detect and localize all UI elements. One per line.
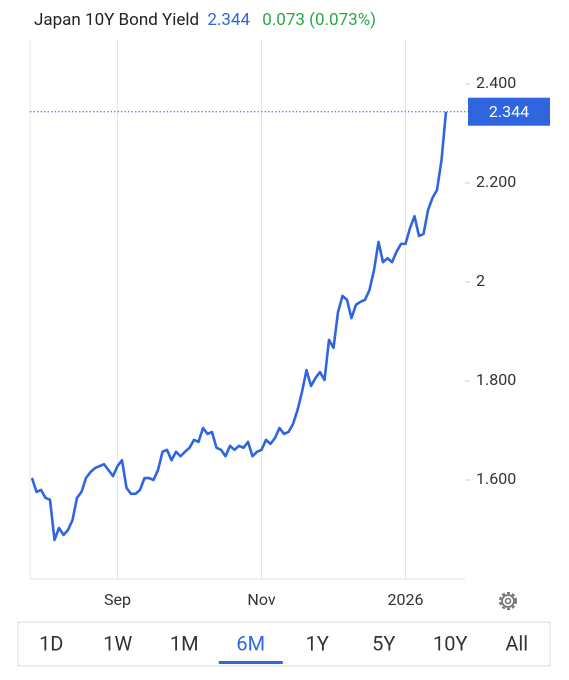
header: Japan 10Y Bond Yield 2.344 0.073 (0.073%… <box>34 10 376 30</box>
gear-ring <box>501 594 515 608</box>
settings-icon[interactable] <box>498 591 518 611</box>
y-tick-label: 2.400 <box>476 73 516 92</box>
y-tick-label: 2 <box>476 271 485 290</box>
price-line <box>30 111 448 542</box>
range-tab[interactable]: 10Y <box>433 631 468 655</box>
price: 2.344 <box>207 10 251 30</box>
range-tab[interactable]: 1W <box>103 631 132 655</box>
range-tab[interactable]: All <box>505 631 528 655</box>
x-tick-label: Sep <box>104 590 131 609</box>
range-tabs <box>17 621 551 667</box>
price-change: 0.073 (0.073%) <box>262 10 377 30</box>
last-value-label: 2.344 <box>489 102 529 121</box>
y-tick-label: 1.600 <box>476 469 516 488</box>
x-tick-label: Nov <box>247 590 275 609</box>
y-tick-label: 2.200 <box>476 172 516 191</box>
range-tab[interactable]: 1M <box>170 631 199 655</box>
range-tab-underline <box>218 661 283 664</box>
range-tab[interactable]: 1Y <box>306 631 329 655</box>
range-tab[interactable]: 5Y <box>372 631 395 655</box>
last-value-badge <box>468 97 550 126</box>
instrument-title: Japan 10Y Bond Yield <box>34 10 200 30</box>
range-tab[interactable]: 1D <box>39 631 63 655</box>
gear-teeth <box>498 591 518 611</box>
range-tab[interactable]: 6M <box>236 631 265 655</box>
gear-hub <box>504 597 512 605</box>
y-tick-label: 1.800 <box>476 370 516 389</box>
x-tick-label: 2026 <box>388 590 424 609</box>
